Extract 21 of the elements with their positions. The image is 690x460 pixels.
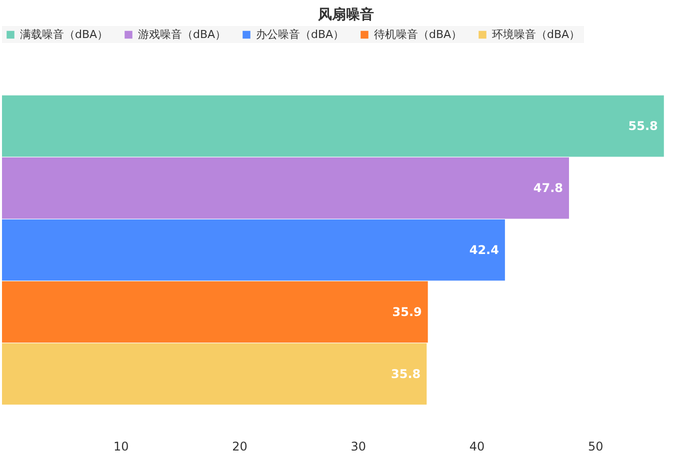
data-label: 47.8 [533, 181, 564, 196]
legend-label: 满载噪音（dBA） [20, 28, 108, 41]
legend-label: 待机噪音（dBA） [374, 28, 462, 41]
x-tick-label: 50 [588, 440, 604, 454]
bar [2, 157, 570, 219]
data-label: 35.8 [391, 366, 421, 381]
legend-label: 办公噪音（dBA） [256, 28, 344, 41]
x-tick-label: 20 [232, 440, 248, 454]
x-tick-label: 40 [469, 440, 485, 454]
bar [2, 281, 428, 343]
data-label: 42.4 [469, 243, 499, 257]
legend-label: 游戏噪音（dBA） [138, 28, 226, 41]
x-tick-label: 30 [350, 440, 366, 454]
x-tick-label: 10 [113, 440, 129, 454]
data-label: 55.8 [628, 119, 658, 134]
data-label: 35.9 [392, 304, 422, 319]
bar [2, 219, 505, 281]
bar [2, 343, 427, 405]
text: 风扇噪音 [317, 6, 374, 23]
bar [2, 95, 664, 157]
legend-label: 环境噪音（dBA） [492, 28, 580, 41]
